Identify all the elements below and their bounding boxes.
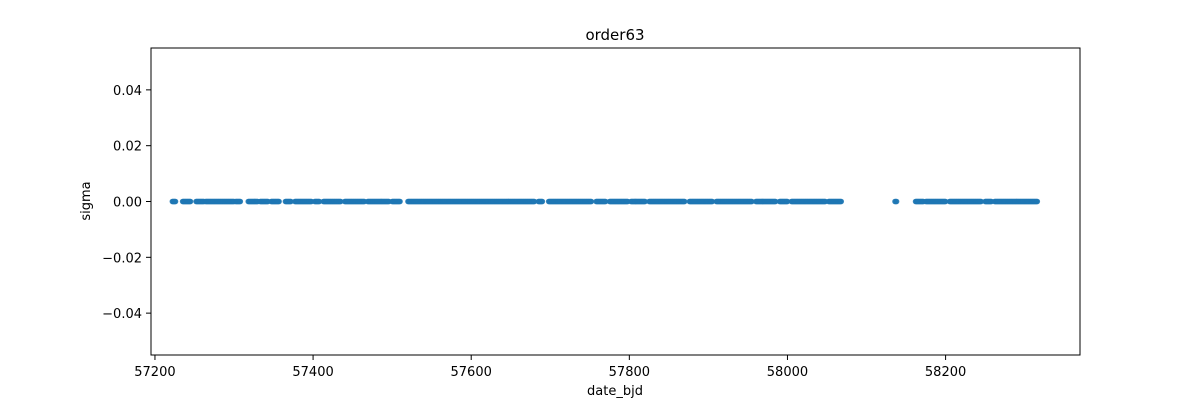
data-point <box>288 198 294 205</box>
data-point <box>1034 198 1041 205</box>
data-point <box>893 198 900 205</box>
data-point <box>531 198 538 205</box>
data-point <box>681 198 688 205</box>
y-tick-label: 0.00 <box>113 196 142 211</box>
data-point <box>709 198 716 205</box>
data-point <box>539 198 546 205</box>
y-tick-label: 0.02 <box>113 140 142 155</box>
x-axis-ticks: 57200 57400 57600 57800 58000 58200 <box>134 355 966 380</box>
x-tick-label: 57800 <box>609 365 650 380</box>
y-tick-label: −0.02 <box>102 251 142 266</box>
data-point <box>978 198 984 205</box>
data-point <box>942 198 949 205</box>
data-point <box>602 198 609 205</box>
data-point <box>397 198 403 205</box>
y-tick-label: 0.04 <box>113 84 142 99</box>
data-point <box>838 198 845 205</box>
x-tick-label: 58000 <box>767 365 808 380</box>
x-tick-label: 57400 <box>292 365 333 380</box>
data-point <box>772 198 779 205</box>
y-axis-label: sigma <box>79 181 94 220</box>
x-tick-label: 57200 <box>134 365 175 380</box>
chart-title: order63 <box>585 26 644 44</box>
data-point <box>588 198 595 205</box>
data-point <box>749 198 755 205</box>
data-point <box>172 198 179 205</box>
data-point <box>337 198 344 205</box>
data-point <box>276 198 282 205</box>
data-point <box>237 198 244 205</box>
data-point <box>642 198 648 205</box>
data-point <box>784 198 791 205</box>
y-axis-ticks: −0.04 −0.02 0.00 0.02 0.04 <box>102 84 151 322</box>
x-axis-label: date_bjd <box>587 384 643 399</box>
x-tick-label: 57600 <box>451 365 492 380</box>
y-tick-label: −0.04 <box>102 307 142 322</box>
data-point <box>187 198 194 205</box>
data-point <box>316 198 323 205</box>
points-layer <box>169 198 1041 205</box>
x-tick-label: 58200 <box>925 365 966 380</box>
